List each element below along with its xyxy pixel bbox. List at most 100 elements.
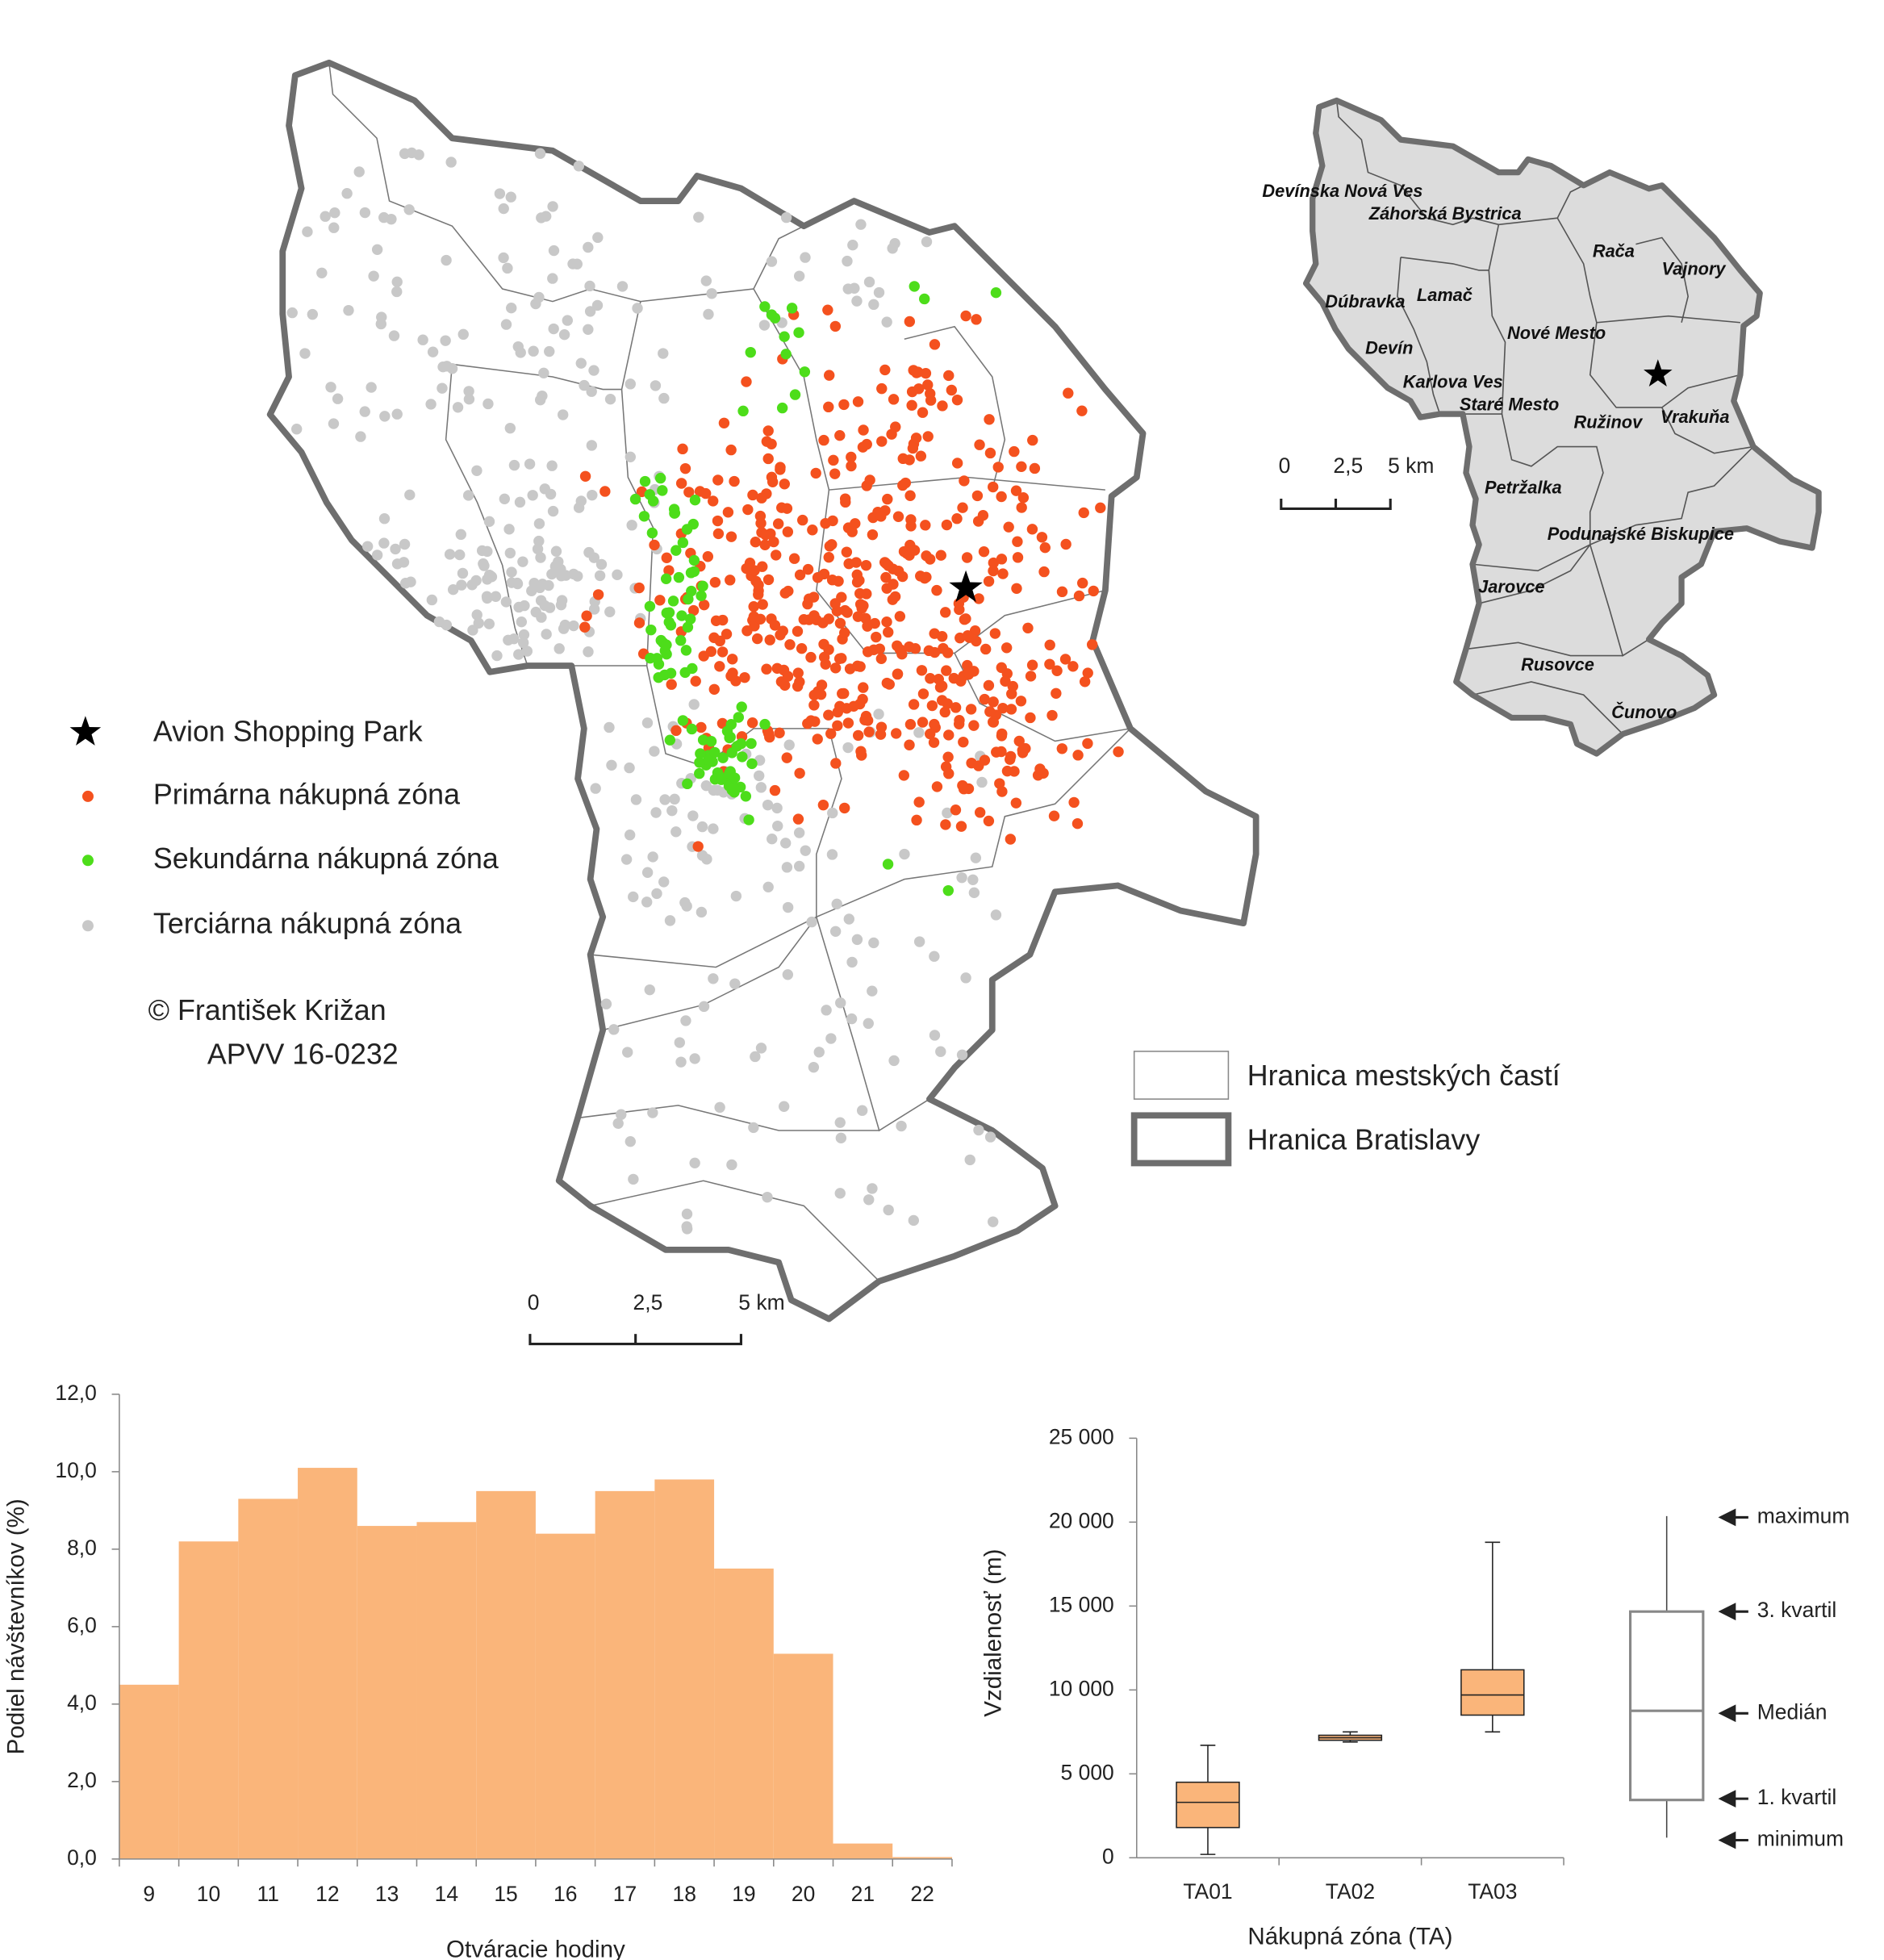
primary-point [875, 653, 888, 665]
primary-point [829, 662, 842, 674]
primary-point [954, 604, 965, 616]
tertiary-point [644, 984, 655, 996]
primary-point [824, 370, 835, 381]
secondary-point [694, 767, 705, 779]
tertiary-point [659, 794, 670, 805]
primary-point [883, 560, 894, 571]
tertiary-point [290, 424, 303, 435]
primary-point [1000, 642, 1013, 654]
bar [654, 1479, 715, 1859]
inset-district-boundary [1400, 256, 1489, 271]
primary-point [808, 700, 820, 711]
tertiary-point [307, 308, 318, 320]
primary-point [941, 519, 953, 531]
tertiary-point [533, 518, 545, 529]
primary-point [700, 487, 712, 499]
secondary-point [703, 754, 715, 766]
tertiary-point [829, 926, 842, 937]
primary-point [881, 616, 892, 628]
primary-point [1010, 485, 1022, 496]
primary-point [794, 676, 805, 687]
secondary-point [735, 738, 747, 750]
bar [178, 1541, 239, 1859]
tertiary-point [437, 361, 449, 373]
tertiary-point [970, 852, 982, 863]
primary-point [725, 671, 737, 682]
tertiary-point [781, 862, 793, 873]
secondary-point [682, 778, 693, 790]
x-tick-label: 11 [257, 1882, 278, 1906]
tertiary-point [543, 579, 554, 591]
tertiary-point [391, 276, 403, 288]
tertiary-point [604, 394, 616, 405]
primary-point [832, 720, 843, 731]
primary-point [917, 688, 929, 700]
tertiary-point [729, 978, 741, 989]
tertiary-point [595, 558, 608, 570]
tertiary-point [632, 303, 643, 314]
key-arrow-head [1718, 1508, 1736, 1527]
primary-point [709, 576, 721, 588]
primary-point [751, 633, 763, 645]
primary-point [753, 589, 764, 600]
primary-point [971, 490, 984, 502]
tertiary-point [406, 147, 417, 159]
tertiary-point [758, 320, 771, 331]
tertiary-point [929, 951, 940, 962]
tertiary-point [359, 207, 371, 219]
primary-point [988, 557, 1000, 569]
secondary-point [683, 593, 694, 605]
district-label: Rusovce [1521, 654, 1594, 675]
legend-label: Hranica mestských častí [1247, 1059, 1560, 1092]
scale-label: 2,5 [633, 1290, 663, 1314]
tertiary-point [658, 348, 669, 359]
district-label: Záhorská Bystrica [1368, 203, 1522, 224]
tertiary-point [628, 891, 639, 903]
scale-label: 2,5 [1333, 453, 1363, 478]
tertiary-point [568, 620, 579, 632]
tertiary-point [680, 1015, 691, 1026]
primary-point [958, 736, 969, 748]
tertiary-point [554, 643, 565, 654]
y-tick-label: 8,0 [67, 1536, 97, 1560]
secondary-point [639, 475, 651, 487]
tertiary-point [532, 543, 544, 555]
primary-point [792, 813, 804, 825]
tertiary-point [782, 969, 794, 980]
primary-point [661, 552, 672, 564]
primary-point [754, 613, 767, 625]
primary-point [1063, 387, 1074, 399]
primary-point [888, 394, 900, 405]
tertiary-point [508, 633, 520, 645]
primary-point [946, 384, 958, 396]
tertiary-point [624, 762, 635, 774]
primary-point [1044, 639, 1055, 651]
y-axis-title: Vzdialenosť (m) [980, 1549, 1007, 1717]
primary-point [716, 646, 729, 658]
tertiary-point [674, 1037, 686, 1048]
tertiary-point [620, 854, 633, 865]
primary-point [1079, 676, 1091, 687]
secondary-point [661, 649, 672, 660]
tertiary-point [604, 606, 616, 617]
tertiary-point [498, 203, 509, 215]
inset-shape [1302, 97, 1822, 757]
primary-point [922, 379, 934, 391]
district-boundary [603, 916, 817, 1031]
tertiary-point [390, 543, 401, 555]
primary-point [820, 517, 831, 529]
primary-point [712, 528, 725, 540]
tertiary-point [328, 222, 340, 233]
primary-point [900, 477, 912, 489]
secondary-point [676, 610, 687, 621]
secondary-point [638, 511, 650, 522]
tertiary-point [863, 276, 875, 288]
district-label: Podunajské Biskupice [1548, 524, 1734, 544]
tertiary-point [299, 348, 311, 359]
primary-point [782, 526, 794, 537]
primary-point [852, 611, 864, 622]
primary-point [815, 688, 827, 700]
district-boundary [328, 62, 641, 303]
key-arrow-head [1718, 1790, 1736, 1808]
secondary-point [688, 554, 700, 566]
